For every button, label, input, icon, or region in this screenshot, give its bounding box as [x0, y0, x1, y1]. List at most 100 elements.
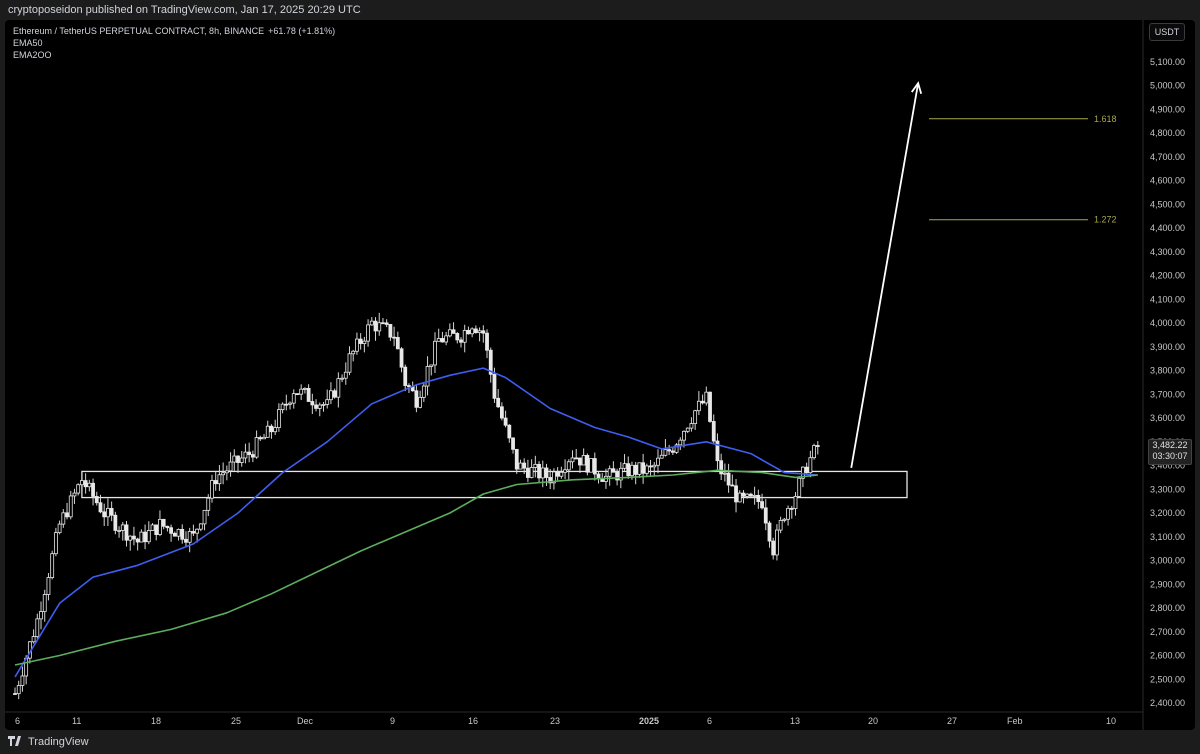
- candle-body: [169, 527, 174, 534]
- candle-body: [388, 324, 393, 338]
- candle-body: [678, 439, 683, 446]
- candle-body: [578, 457, 582, 466]
- candle-body: [39, 611, 43, 620]
- price-tick-label: 4,500.00: [1150, 199, 1185, 209]
- candle-body: [548, 477, 553, 484]
- candle-body: [254, 437, 259, 458]
- candle-body: [555, 471, 560, 477]
- price-axis[interactable]: 2,400.00 2,500.00 2,600.00 2,700.00 2,800.00…: [1142, 20, 1185, 730]
- candle-body: [98, 502, 103, 513]
- candle-body: [395, 337, 400, 350]
- candle-body: [745, 493, 750, 497]
- candle-body: [343, 371, 348, 379]
- candle-body: [120, 524, 125, 531]
- candle-body: [373, 320, 378, 332]
- time-axis[interactable]: 6 11 18 25 Dec 9 16 23 2025 6 13 20 27 Feb 10: [5, 711, 1143, 726]
- candle-body: [57, 523, 62, 534]
- candle-body: [552, 471, 556, 484]
- candle-body: [514, 448, 519, 470]
- candle-body: [94, 496, 99, 504]
- time-tick-label: Dec: [297, 716, 314, 726]
- time-tick-label: 23: [550, 716, 560, 726]
- candle-body: [756, 494, 761, 503]
- symbol-title: Ethereum / TetherUS PERPETUAL CONTRACT, …: [13, 26, 265, 36]
- candle-body: [804, 466, 809, 474]
- ema50-legend[interactable]: EMA50: [13, 38, 43, 48]
- price-tick-label: 4,400.00: [1150, 223, 1185, 233]
- time-tick-label: 9: [390, 716, 395, 726]
- projection-arrow[interactable]: [850, 81, 923, 469]
- chart-frame[interactable]: 2,400.00 2,500.00 2,600.00 2,700.00 2,800.00…: [5, 20, 1195, 730]
- candle-body: [228, 461, 233, 472]
- candle-body: [232, 455, 237, 463]
- candle-body: [789, 507, 794, 510]
- chart-canvas[interactable]: 2,400.00 2,500.00 2,600.00 2,700.00 2,800.00…: [5, 20, 1195, 730]
- candle-body: [102, 511, 107, 518]
- currency-button[interactable]: USDT: [1149, 23, 1185, 41]
- candle-body: [191, 531, 196, 534]
- candle-body: [269, 425, 274, 433]
- candle-body: [648, 465, 653, 468]
- candle-body: [180, 529, 185, 540]
- candle-body: [451, 329, 456, 334]
- candle-body: [682, 430, 686, 441]
- candle-body: [559, 471, 564, 477]
- candle-body: [53, 532, 58, 555]
- price-tick-label: 3,300.00: [1150, 484, 1185, 494]
- candle-body: [741, 492, 746, 497]
- candle-body: [13, 693, 17, 695]
- candle-body: [488, 349, 493, 375]
- candle-body: [314, 404, 318, 409]
- footer-bar: TradingView: [0, 730, 1200, 754]
- candle-body: [726, 472, 731, 486]
- candle-body: [358, 338, 363, 344]
- candle-body: [243, 451, 248, 459]
- candle-body: [652, 464, 657, 468]
- candle-body: [46, 577, 51, 595]
- candle-body: [239, 457, 244, 463]
- candle-body: [633, 464, 638, 475]
- candle-body: [429, 364, 434, 367]
- candle-body: [80, 480, 84, 486]
- time-tick-label: 6: [15, 716, 20, 726]
- ema50-line: [14, 367, 818, 678]
- price-tick-label: 3,800.00: [1150, 366, 1185, 376]
- time-tick-label: 11: [72, 716, 81, 726]
- ema200-legend[interactable]: EMA2OO: [13, 50, 52, 60]
- price-tick-label: 3,600.00: [1150, 413, 1185, 423]
- candle-body: [198, 523, 203, 530]
- price-tick-label: 3,000.00: [1150, 556, 1185, 566]
- price-tick-label: 3,100.00: [1150, 532, 1185, 542]
- arrow-shaft: [850, 82, 920, 469]
- candle-body: [496, 397, 501, 408]
- candle-body: [492, 373, 497, 399]
- candle-body: [377, 322, 382, 332]
- candle-body: [42, 594, 47, 612]
- fib-levels[interactable]: 1.618 1.272: [929, 114, 1117, 225]
- candle-body: [154, 524, 159, 535]
- price-tick-label: 5,000.00: [1150, 81, 1185, 91]
- candle-body: [767, 522, 772, 542]
- candle-body: [288, 402, 292, 405]
- candle-body: [76, 484, 81, 494]
- tradingview-logo-icon[interactable]: [8, 736, 26, 748]
- candle-body: [793, 495, 798, 509]
- price-tick-label: 3,700.00: [1150, 389, 1185, 399]
- candle-body: [618, 467, 623, 481]
- tradingview-brand[interactable]: TradingView: [28, 736, 89, 748]
- candle-body: [737, 492, 742, 503]
- candle-body: [529, 467, 534, 478]
- candle-body: [280, 403, 285, 411]
- candle-body: [771, 540, 776, 556]
- candle-body: [607, 468, 612, 477]
- candle-body: [299, 388, 304, 395]
- candle-body: [812, 445, 816, 459]
- candle-body: [749, 493, 753, 497]
- candle-body: [392, 336, 397, 339]
- candle-body: [782, 518, 787, 521]
- candle-body: [414, 390, 419, 408]
- candle-body: [65, 512, 69, 518]
- candle-body: [563, 469, 567, 473]
- candle-body: [176, 529, 181, 537]
- candle-body: [459, 339, 463, 343]
